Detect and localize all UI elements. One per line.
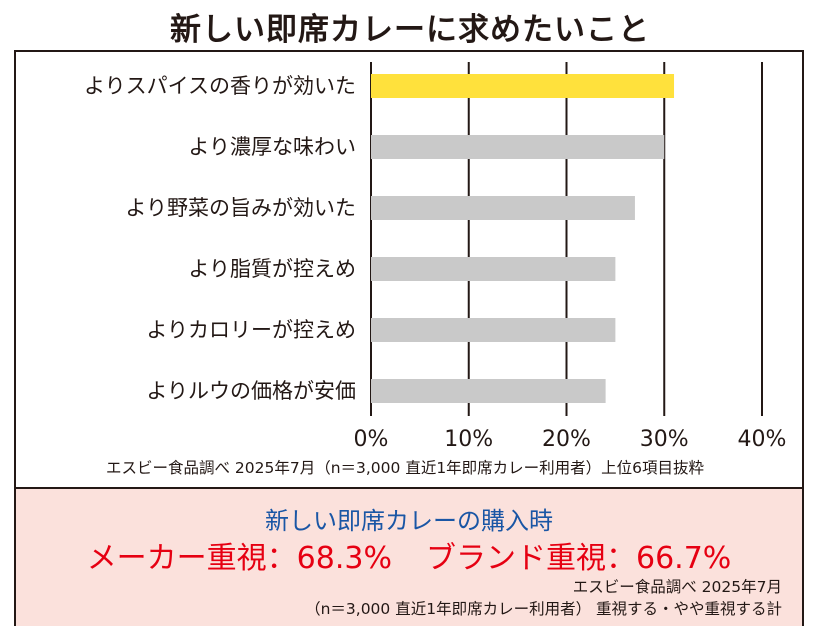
x-tick-label: 0% bbox=[354, 427, 389, 452]
summary-values: メーカー重視：68.3% ブランド重視：66.7% bbox=[16, 533, 802, 577]
x-tick-label: 40% bbox=[738, 427, 787, 452]
category-label: より野菜の旨みが効いた bbox=[125, 196, 356, 220]
gridlines bbox=[370, 62, 763, 416]
category-label: よりルウの価格が安価 bbox=[146, 379, 356, 403]
summary-source-note: （n＝3,000 直近1年即席カレー利用者） 重視する・やや重視する計 bbox=[305, 600, 782, 618]
brand-emphasis-value: ブランド重視：66.7% bbox=[426, 541, 732, 576]
category-label: より濃厚な味わい bbox=[188, 135, 356, 159]
category-label: よりスパイスの香りが効いた bbox=[84, 74, 356, 98]
x-tick-label: 10% bbox=[444, 427, 493, 452]
bar-chart: よりスパイスの香りが効いたより濃厚な味わいより野菜の旨みが効いたより脂質が控えめ… bbox=[84, 62, 787, 452]
maker-emphasis-value: メーカー重視：68.3% bbox=[86, 541, 392, 576]
x-tick-label: 30% bbox=[640, 427, 689, 452]
bar bbox=[371, 379, 606, 403]
x-tick-label: 20% bbox=[542, 427, 591, 452]
summary-heading: 新しい即席カレーの購入時 bbox=[265, 507, 553, 535]
bar bbox=[371, 257, 616, 281]
summary-panel: 新しい即席カレーの購入時 メーカー重視：68.3% ブランド重視：66.7% エス… bbox=[16, 487, 802, 626]
bar bbox=[371, 196, 635, 220]
page-title: 新しい即席カレーに求めたいこと bbox=[170, 12, 650, 48]
category-label: よりカロリーが控えめ bbox=[146, 318, 356, 342]
bar bbox=[371, 135, 665, 159]
category-labels: よりスパイスの香りが効いたより濃厚な味わいより野菜の旨みが効いたより脂質が控えめ… bbox=[84, 74, 356, 403]
category-label: より脂質が控えめ bbox=[188, 257, 356, 281]
summary-source-date: エスビー食品調べ 2025年7月 bbox=[572, 578, 782, 596]
bar bbox=[371, 74, 675, 98]
bar bbox=[371, 318, 616, 342]
bars bbox=[371, 74, 675, 403]
chart-source-note: エスビー食品調べ 2025年7月（n＝3,000 直近1年即席カレー利用者）上位… bbox=[105, 459, 705, 477]
x-axis-ticks: 0% 10% 20% 30% 40% bbox=[354, 427, 787, 452]
